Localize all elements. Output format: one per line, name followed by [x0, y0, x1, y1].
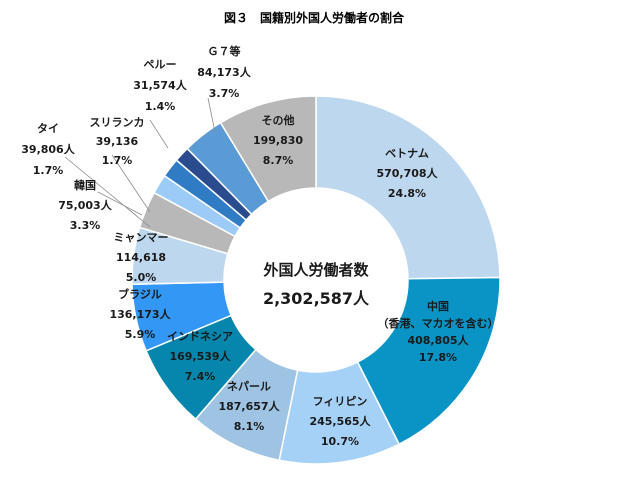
leader-line-8 — [64, 156, 151, 228]
slice-percent-9: 1.7% — [102, 154, 133, 167]
slice-count-7: 75,003人 — [58, 198, 112, 212]
slice-sublabel-1: （香港、マカオを含む） — [378, 316, 499, 330]
slice-percent-4: 7.4% — [185, 370, 216, 383]
slice-percent-0: 24.8% — [388, 187, 426, 200]
slice-count-2: 245,565人 — [309, 414, 371, 428]
slice-percent-1: 17.8% — [419, 351, 457, 364]
chart-title: 図３ 国籍別外国人労働者の割合 — [224, 10, 405, 25]
slice-label-3: ネパール — [227, 380, 271, 393]
slice-label-2: フィリピン — [313, 395, 368, 408]
slice-1 — [356, 276, 501, 446]
slice-count-12: 199,830 — [253, 134, 303, 147]
slice-label-11: Ｇ７等 — [208, 44, 241, 58]
slice-count-3: 187,657人 — [218, 399, 280, 413]
slice-count-8: 39,806人 — [21, 142, 75, 156]
slice-count-0: 570,708人 — [376, 166, 438, 180]
slices-group — [131, 95, 501, 465]
slice-percent-12: 8.7% — [263, 154, 294, 167]
leader-line-7 — [97, 191, 143, 216]
leader-line-10 — [149, 119, 169, 149]
slice-label-7: 韓国 — [74, 178, 96, 192]
leader-lines — [64, 97, 216, 228]
slice-label-12: その他 — [262, 113, 295, 127]
slice-label-10: ペルー — [144, 58, 177, 71]
slice-0 — [315, 95, 501, 280]
slice-label-1: 中国 — [427, 299, 449, 313]
slice-label-5: ブラジル — [118, 287, 162, 301]
slice-percent-5: 5.9% — [125, 328, 156, 341]
slice-percent-11: 3.7% — [209, 87, 240, 100]
slice-count-11: 84,173人 — [197, 65, 251, 79]
slice-count-1: 408,805人 — [407, 333, 469, 347]
slice-percent-7: 3.3% — [70, 219, 101, 232]
slice-label-4: インドネシア — [167, 330, 233, 343]
slice-percent-3: 8.1% — [234, 420, 265, 433]
slice-count-5: 136,173人 — [109, 307, 171, 321]
slice-count-9: 39,136 — [96, 135, 139, 148]
slice-label-0: ベトナム — [385, 147, 429, 160]
leader-line-9 — [111, 154, 151, 213]
slice-count-10: 31,574人 — [133, 78, 187, 92]
slice-percent-2: 10.7% — [321, 435, 359, 448]
slice-percent-6: 5.0% — [126, 271, 157, 284]
leader-line-11 — [207, 97, 216, 133]
slice-label-9: スリランカ — [90, 116, 145, 129]
slice-12 — [219, 95, 317, 203]
slice-percent-10: 1.4% — [145, 100, 176, 113]
slice-labels: ベトナム 570,708人 24.8% 中国 （香港、マカオを含む） 408,805人 17… — [21, 44, 498, 448]
slice-count-6: 114,618 — [116, 251, 166, 264]
slice-label-8: タイ — [37, 122, 59, 135]
center-total: 2,302,587人 — [263, 289, 370, 308]
center-title: 外国人労働者数 — [262, 261, 369, 279]
slice-label-6: ミャンマー — [114, 231, 169, 244]
slice-count-4: 169,539人 — [169, 349, 231, 363]
slice-percent-8: 1.7% — [33, 164, 64, 177]
